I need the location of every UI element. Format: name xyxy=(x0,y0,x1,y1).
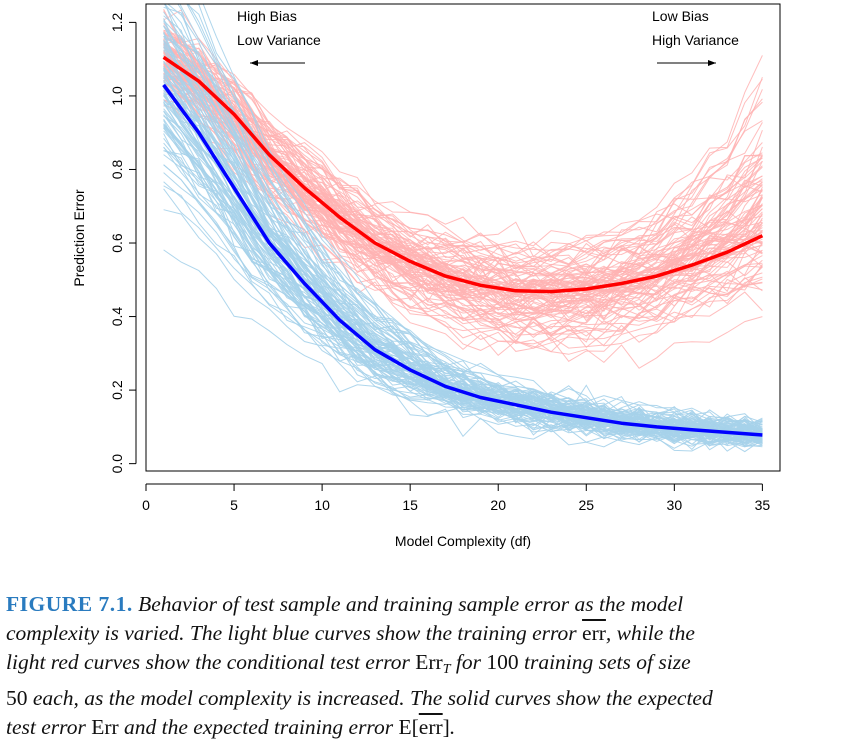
arrow-right-icon xyxy=(708,60,716,66)
caption-line-1: Behavior of test sample and training sam… xyxy=(132,592,684,616)
test-error-sample-line xyxy=(163,42,763,290)
caption-line-2a: complexity is varied. The light blue cur… xyxy=(6,621,583,645)
test-error-sample-line xyxy=(163,43,763,294)
expected-training-error-line xyxy=(162,83,763,437)
arrow-left-icon xyxy=(250,60,258,66)
training-error-sample-line xyxy=(163,147,763,441)
training-error-sample-line xyxy=(163,150,763,448)
x-tick-label: 5 xyxy=(230,497,238,513)
caption-line-4: each, as the model complexity is increas… xyxy=(27,686,713,710)
training-error-sample-line xyxy=(163,32,763,437)
training-error-sample-line xyxy=(163,185,763,449)
x-tick-label: 25 xyxy=(578,497,594,513)
test-error-sample-line xyxy=(163,85,763,353)
plot-frame xyxy=(145,3,781,472)
test-error-sample-line xyxy=(163,43,763,297)
training-error-sample-line xyxy=(163,89,763,446)
test-error-sample-line xyxy=(163,77,763,343)
caption-line-5b: and the expected training error xyxy=(118,715,399,739)
caption-period: . xyxy=(449,715,456,739)
x-tick-label: 30 xyxy=(667,497,683,513)
caption-line-3c: training sets of size xyxy=(518,650,691,674)
expectation-open: E[ xyxy=(398,715,419,739)
y-axis: 0.0 0.2 0.4 0.6 0.8 1.0 1.2 xyxy=(109,12,137,474)
y-axis-label: Prediction Error xyxy=(71,189,87,287)
training-error-sample-line xyxy=(187,4,763,426)
figure-label: FIGURE 7.1. xyxy=(6,592,133,616)
x-tick-label: 0 xyxy=(142,497,150,513)
test-error-sample-line xyxy=(163,30,763,263)
training-error-sample-line xyxy=(163,46,763,443)
num-50: 50 xyxy=(6,686,28,710)
test-error-sample-line xyxy=(163,67,763,329)
y-tick-label: 0.4 xyxy=(109,307,125,327)
err-overline-2: err xyxy=(418,715,443,739)
y-tick-label: 0.2 xyxy=(109,380,125,400)
caption-line-5a: test error xyxy=(6,715,92,739)
err-t-subscript: T xyxy=(442,662,451,677)
expected-error-curves xyxy=(162,55,764,437)
annotation-low-bias: Low Bias xyxy=(652,8,709,24)
test-error-sample-curves xyxy=(163,8,763,369)
y-tick-label: 1.0 xyxy=(109,86,125,106)
expectation-close: ] xyxy=(442,715,450,739)
err-overline-1: err xyxy=(582,621,606,645)
x-axis-label: Model Complexity (df) xyxy=(395,533,531,549)
x-axis: 0 5 10 15 20 25 30 35 xyxy=(142,483,771,513)
test-error-sample-line xyxy=(163,46,763,278)
test-error-sample-line xyxy=(163,9,763,247)
test-error-sample-line xyxy=(163,29,763,275)
y-tick-label: 0.0 xyxy=(109,454,125,474)
test-error-sample-line xyxy=(163,79,763,335)
y-tick-label: 0.8 xyxy=(109,160,125,180)
test-error-sample-line xyxy=(163,74,763,321)
x-tick-label: 15 xyxy=(402,497,418,513)
annotation-low-variance: Low Variance xyxy=(237,32,321,48)
y-tick-label: 1.2 xyxy=(109,12,125,32)
caption-line-3a: light red curves show the conditional te… xyxy=(6,650,416,674)
figure-caption: FIGURE 7.1. Behavior of test sample and … xyxy=(6,590,864,742)
y-tick-label: 0.6 xyxy=(109,233,125,253)
num-100: 100 xyxy=(486,650,519,674)
test-error-sample-line xyxy=(163,25,763,251)
x-tick-label: 20 xyxy=(490,497,506,513)
training-error-sample-line xyxy=(163,181,763,446)
x-tick-label: 35 xyxy=(755,497,771,513)
test-error-sample-line xyxy=(163,63,763,320)
expected-test-error-line xyxy=(162,55,764,294)
prediction-error-chart: 0 5 10 15 20 25 30 35 0.0 0.2 0.4 0.6 0.8 1.0 1.2 Hig… xyxy=(71,3,781,549)
annotation-high-bias: High Bias xyxy=(237,8,297,24)
caption-line-2b: , while the xyxy=(605,621,695,645)
x-tick-label: 10 xyxy=(314,497,330,513)
err-t: Err xyxy=(415,650,443,674)
err-plain: Err xyxy=(91,715,119,739)
caption-line-3b: for xyxy=(450,650,487,674)
annotation-high-variance: High Variance xyxy=(652,32,739,48)
training-error-sample-line xyxy=(163,20,763,433)
test-error-sample-line xyxy=(163,23,763,266)
